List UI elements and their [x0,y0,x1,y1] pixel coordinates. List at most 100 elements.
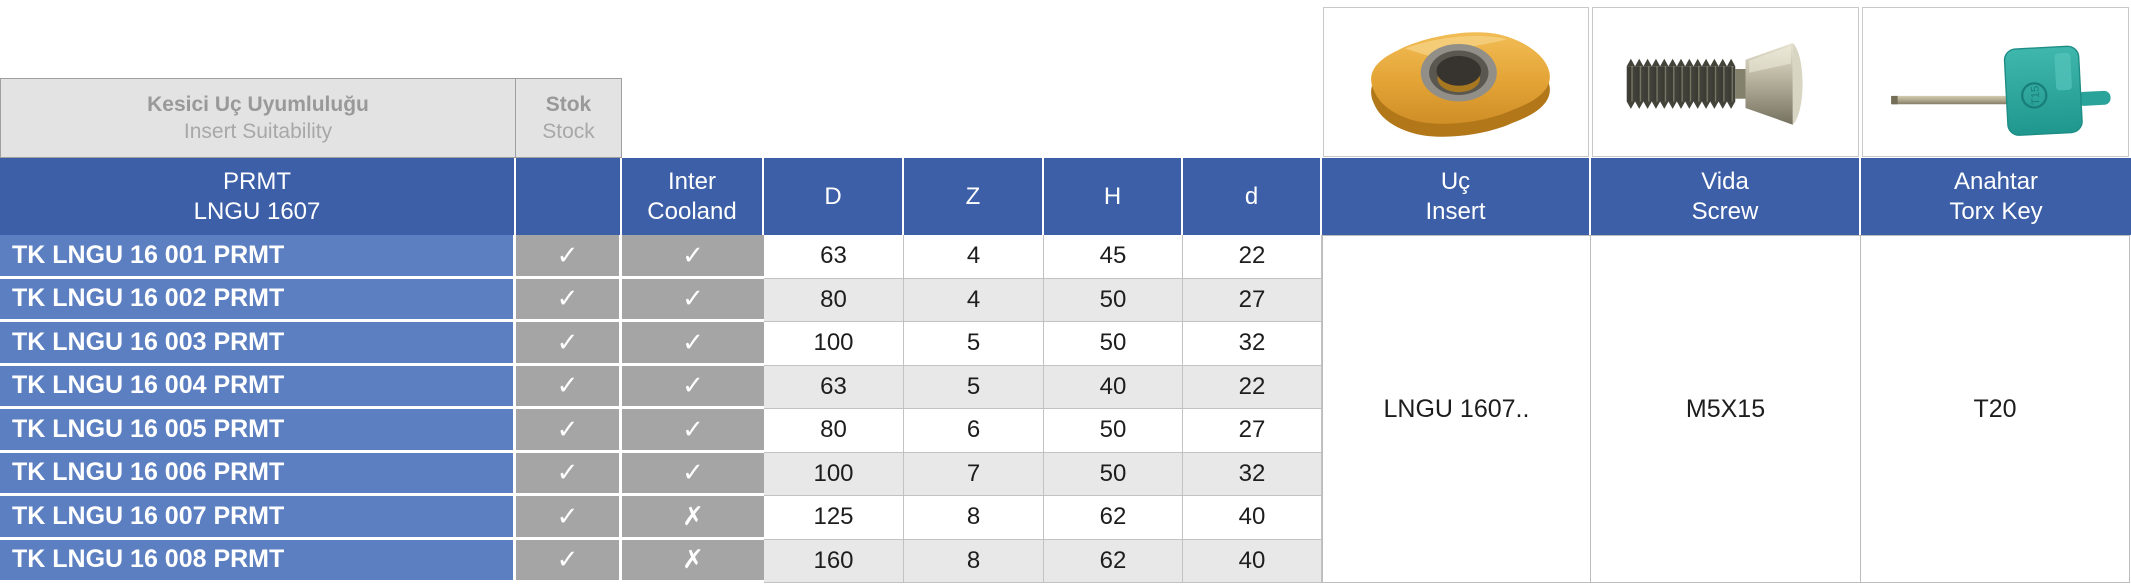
product-name-cell: TK LNGU 16 008 PRMT [0,539,516,583]
stock-check-cell: ✓ [516,452,622,496]
value-Z-cell: 6 [904,409,1044,453]
value-D-cell: 125 [764,496,904,540]
stock-title-tr: Stok [545,93,592,116]
torx-key-header-line1: Anahtar [1953,167,2039,195]
table-row: TK LNGU 16 004 PRMT ✓ ✓ 63 5 40 22 [0,365,1322,409]
insert-suitability-header: Kesici Uç Uyumluluğu Insert Suitability [0,78,516,158]
torx-key-image: T15 [1890,45,2111,136]
inter-cooland-check-cell: ✓ [622,365,764,409]
value-Z-cell: 7 [904,452,1044,496]
value-Z-cell: 8 [904,539,1044,583]
value-d-cell: 32 [1183,322,1322,366]
stock-header: Stok Stock [515,78,622,158]
value-Z-cell: 5 [904,365,1044,409]
value-D-cell: 100 [764,322,904,366]
insert-suitability-title-en: Insert Suitability [183,120,333,143]
product-name-cell: TK LNGU 16 007 PRMT [0,496,516,540]
value-H-cell: 50 [1044,322,1183,366]
table-row: TK LNGU 16 002 PRMT ✓ ✓ 80 4 50 27 [0,278,1322,322]
stock-check-cell: ✓ [516,365,622,409]
value-D-cell: 80 [764,278,904,322]
inter-cooland-check-cell: ✓ [622,322,764,366]
product-header-line2: LNGU 1607 [193,197,321,225]
inter-cooland-check-cell: ✓ [622,409,764,453]
torx-key-header-line2: Torx Key [1949,197,2043,225]
torx-key-marking: T15 [2029,85,2042,105]
value-d-cell: 32 [1183,452,1322,496]
stock-title-en: Stock [542,120,595,143]
table-row: TK LNGU 16 008 PRMT ✓ ✗ 160 8 62 40 [0,539,1322,583]
stock-check-cell: ✓ [516,539,622,583]
merged-insert-cell: LNGU 1607.. [1322,235,1591,583]
screw-header-line1: Vida [1701,167,1749,195]
value-H-cell: 62 [1044,496,1183,540]
stock-check-cell: ✓ [516,278,622,322]
value-Z-cell: 5 [904,322,1044,366]
product-header-line1: PRMT [223,167,291,195]
insert-header-line1: Uç [1440,167,1471,195]
value-H-cell: 62 [1044,539,1183,583]
value-d-cell: 27 [1183,409,1322,453]
product-name-cell: TK LNGU 16 002 PRMT [0,278,516,322]
insert-suitability-title-tr: Kesici Uç Uyumluluğu [147,93,369,116]
merged-screw-cell: M5X15 [1590,235,1861,583]
value-Z-cell: 4 [904,235,1044,279]
torx-key-photo-box: T15 [1862,7,2129,157]
stock-check-cell: ✓ [516,409,622,453]
table-body: TK LNGU 16 001 PRMT ✓ ✓ 63 4 45 22 TK LN… [0,235,1322,583]
value-d-cell: 22 [1183,235,1322,279]
value-H-cell: 40 [1044,365,1183,409]
value-H-cell: 50 [1044,409,1183,453]
inter-cooland-check-cell: ✓ [622,452,764,496]
milling-insert-image [1371,32,1550,137]
inter-cooland-check-cell: ✗ [622,539,764,583]
column-header-screw: Vida Screw [1591,158,1861,235]
value-H-cell: 50 [1044,278,1183,322]
value-d-cell: 40 [1183,496,1322,540]
inter-cooland-line1: Inter [667,167,717,195]
product-name-cell: TK LNGU 16 005 PRMT [0,409,516,453]
value-Z-cell: 8 [904,496,1044,540]
stock-check-cell: ✓ [516,235,622,279]
product-name-cell: TK LNGU 16 004 PRMT [0,365,516,409]
table-row: TK LNGU 16 003 PRMT ✓ ✓ 100 5 50 32 [0,322,1322,366]
screw-photo-box [1592,7,1859,157]
table-row: TK LNGU 16 006 PRMT ✓ ✓ 100 7 50 32 [0,452,1322,496]
merged-torx-key-cell: T20 [1860,235,2130,583]
insert-header-line2: Insert [1425,197,1486,225]
stock-check-cell: ✓ [516,496,622,540]
inter-cooland-line2: Cooland [647,197,737,225]
product-name-cell: TK LNGU 16 006 PRMT [0,452,516,496]
value-d-cell: 40 [1183,539,1322,583]
column-header-d: d [1183,158,1322,235]
table-header-row: PRMT LNGU 1607 Inter Cooland D Z H d Uç … [0,158,2131,235]
inter-cooland-check-cell: ✗ [622,496,764,540]
column-header-H: H [1044,158,1183,235]
column-header-insert: Uç Insert [1322,158,1591,235]
table-row: TK LNGU 16 001 PRMT ✓ ✓ 63 4 45 22 [0,235,1322,279]
column-header-inter-cooland: Inter Cooland [622,158,764,235]
stock-check-cell: ✓ [516,322,622,366]
product-name-cell: TK LNGU 16 001 PRMT [0,235,516,279]
column-header-D: D [764,158,904,235]
value-D-cell: 160 [764,539,904,583]
value-H-cell: 45 [1044,235,1183,279]
value-D-cell: 100 [764,452,904,496]
screw-header-line2: Screw [1691,197,1759,225]
value-D-cell: 80 [764,409,904,453]
column-header-stock-empty [516,158,622,235]
value-H-cell: 50 [1044,452,1183,496]
screw-image [1626,43,1803,125]
insert-photo-box [1323,7,1589,157]
value-Z-cell: 4 [904,278,1044,322]
inter-cooland-check-cell: ✓ [622,235,764,279]
value-D-cell: 63 [764,365,904,409]
table-row: TK LNGU 16 005 PRMT ✓ ✓ 80 6 50 27 [0,409,1322,453]
table-row: TK LNGU 16 007 PRMT ✓ ✗ 125 8 62 40 [0,496,1322,540]
value-D-cell: 63 [764,235,904,279]
product-name-cell: TK LNGU 16 003 PRMT [0,322,516,366]
value-d-cell: 27 [1183,278,1322,322]
column-header-torx-key: Anahtar Torx Key [1861,158,2131,235]
inter-cooland-check-cell: ✓ [622,278,764,322]
column-header-product: PRMT LNGU 1607 [0,158,516,235]
